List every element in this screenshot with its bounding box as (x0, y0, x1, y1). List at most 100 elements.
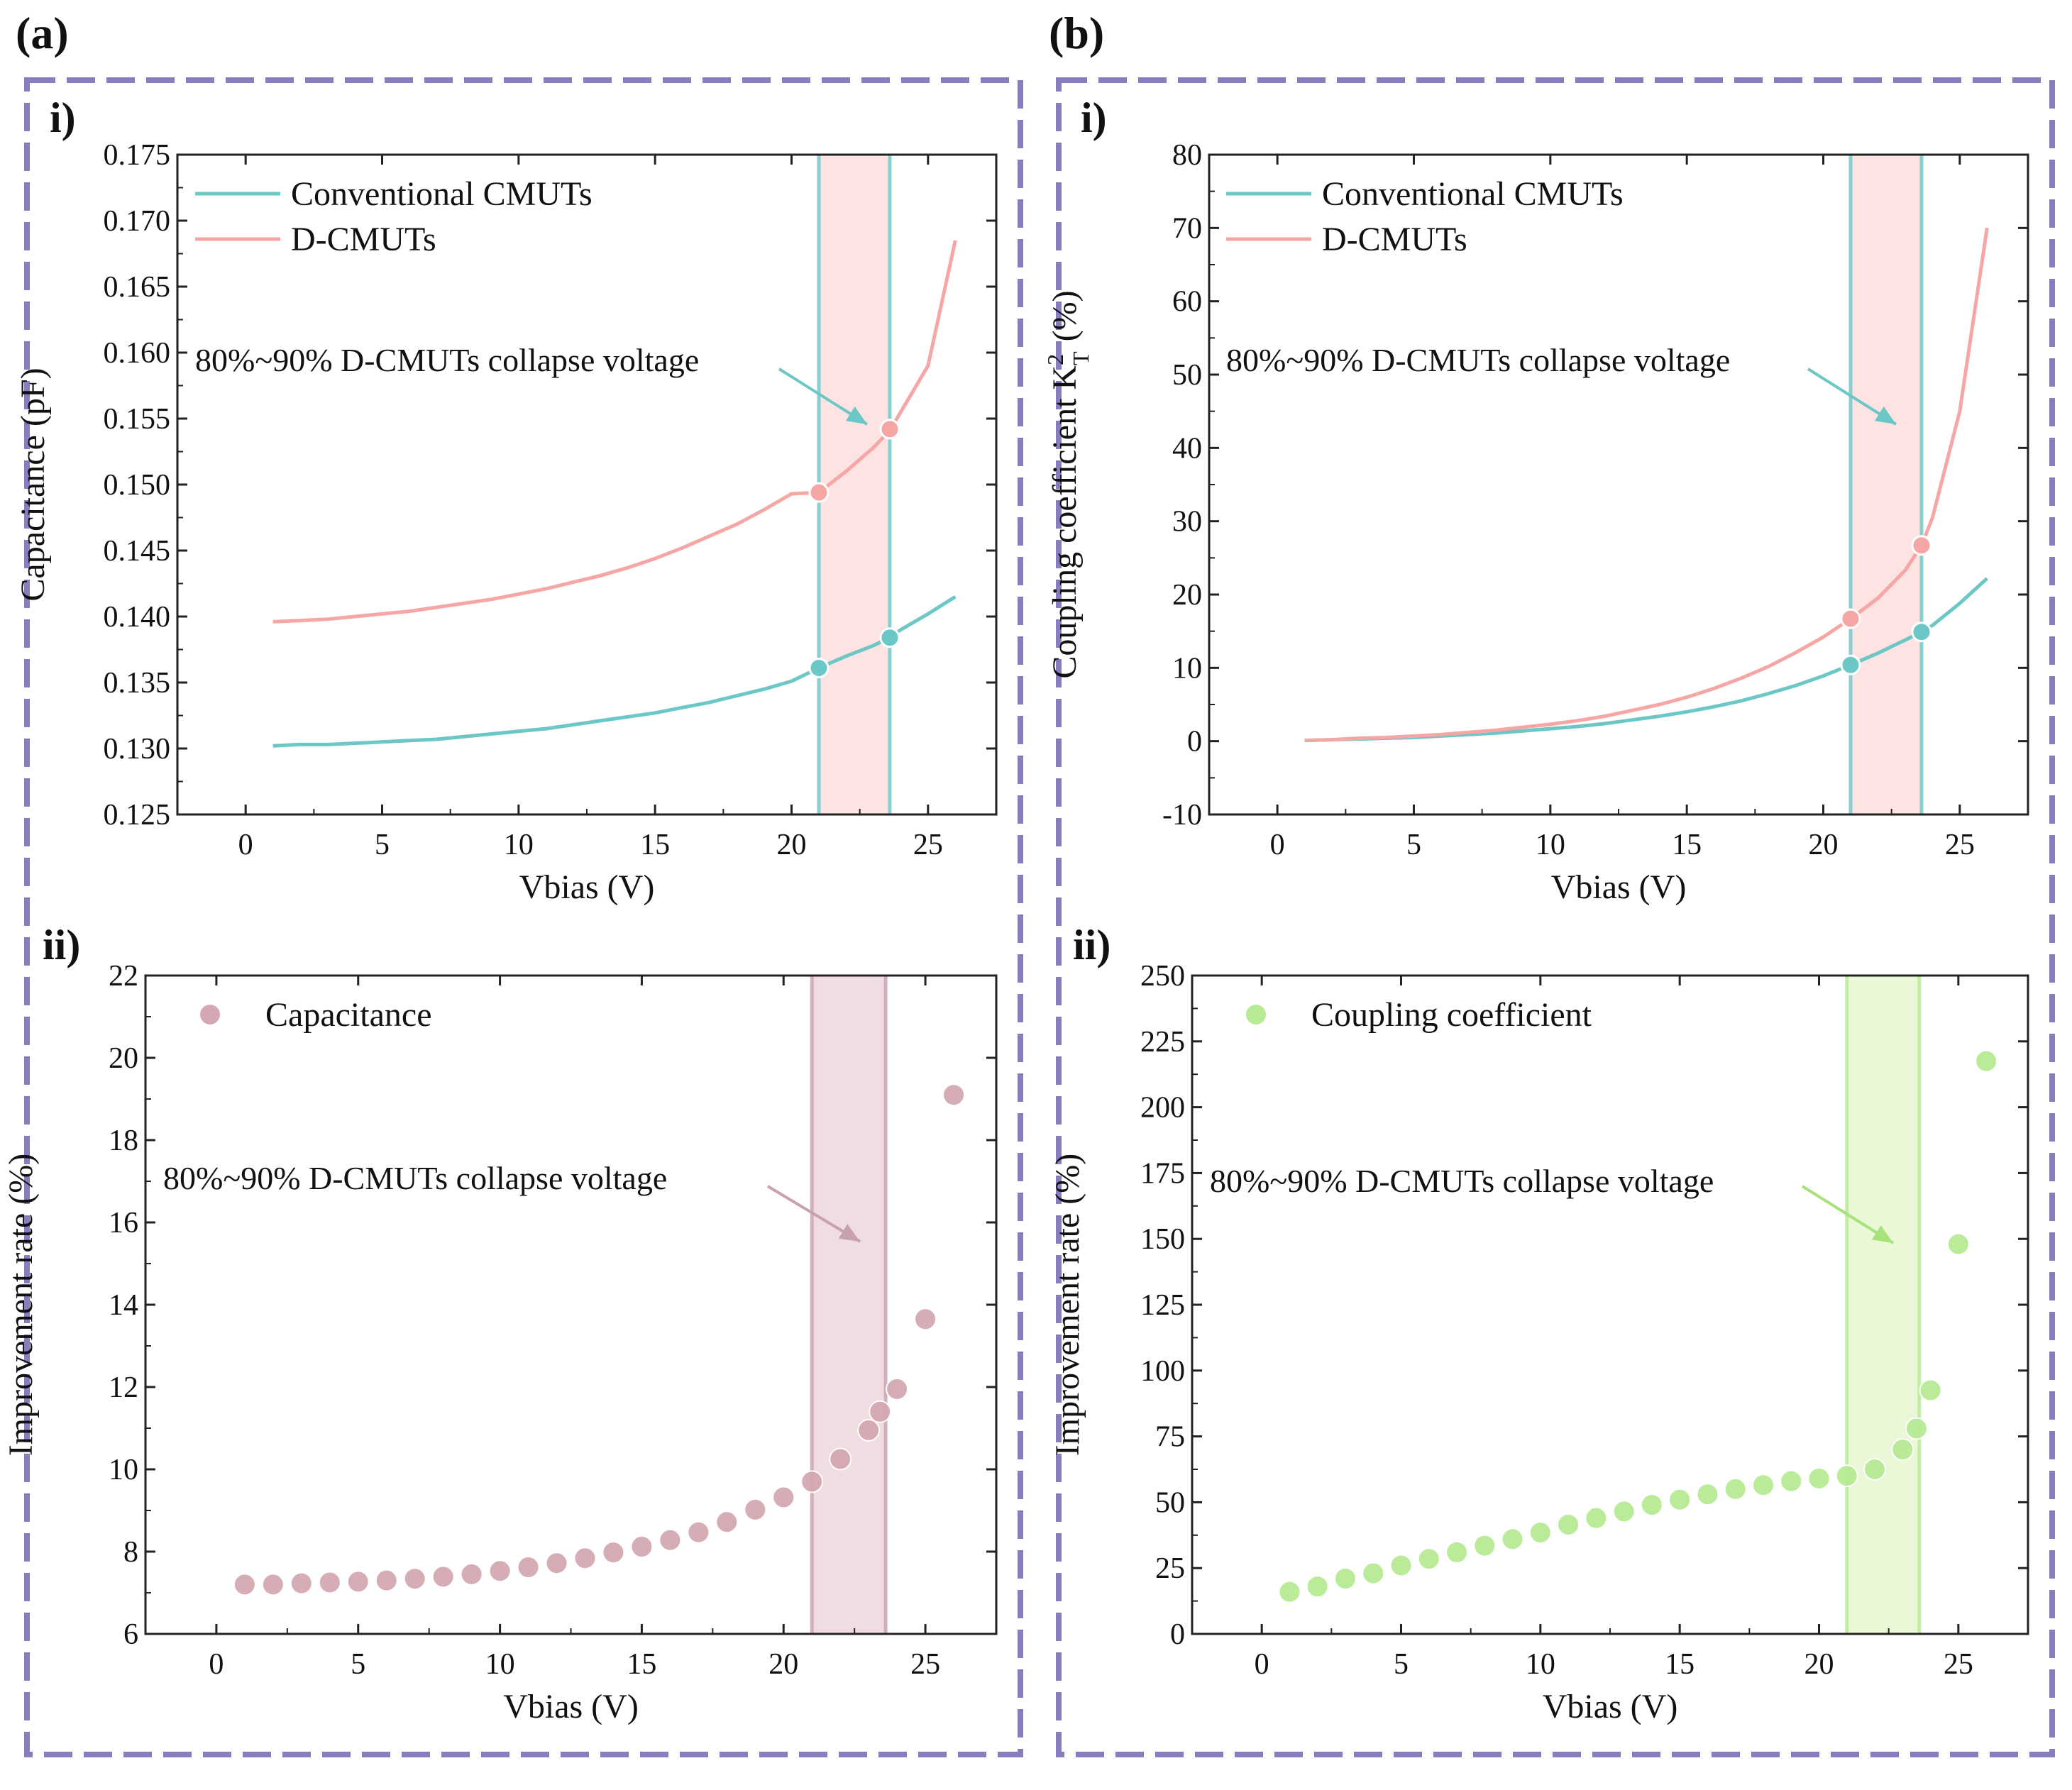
y-tick-label: 18 (109, 1125, 138, 1157)
panel-b-label: (b) (1049, 8, 1104, 58)
x-tick-label: 20 (1809, 829, 1839, 861)
scatter-point (1724, 1477, 1747, 1501)
x-tick-label: 20 (768, 1648, 798, 1681)
y-tick-label: 0.130 (104, 733, 171, 766)
marker-point (879, 419, 900, 440)
y-tick-label: 50 (1155, 1486, 1185, 1519)
chart-coupling-improvement: 0 5 10 15 20 250255075100125150175200225250Vb… (1049, 960, 2029, 1725)
y-tick-label: 30 (1172, 506, 1202, 538)
collapse-voltage-band (1850, 155, 1922, 814)
x-tick-label: 25 (913, 829, 943, 861)
y-tick-label: 0.125 (104, 799, 171, 832)
y-axis-title-sup: 2 (1042, 354, 1068, 365)
y-tick-label: 100 (1140, 1355, 1185, 1388)
legend-swatch (1245, 1003, 1267, 1026)
scatter-point (1975, 1049, 1998, 1073)
scatter-point (545, 1552, 568, 1575)
y-tick-label: 80 (1172, 139, 1202, 172)
x-axis-title: Vbias (V) (1551, 868, 1687, 906)
x-axis-title: Vbias (V) (503, 1688, 639, 1725)
scatter-point (573, 1547, 597, 1570)
scatter-point (488, 1559, 512, 1583)
x-tick-label: 10 (485, 1648, 515, 1681)
collapse-voltage-annotation: 80%~90% D-CMUTs collapse voltage (195, 342, 699, 378)
series-line-0 (272, 595, 957, 748)
x-tick-label: 0 (1255, 1648, 1269, 1681)
y-tick-label: 14 (109, 1289, 138, 1322)
collapse-voltage-annotation: 80%~90% D-CMUTs collapse voltage (1210, 1163, 1714, 1199)
legend-label: Capacitance (265, 996, 432, 1034)
scatter-point (1640, 1493, 1663, 1517)
scatter-point (1807, 1466, 1831, 1490)
scatter-point (829, 1447, 852, 1471)
x-tick-label: 15 (1665, 1648, 1694, 1681)
legend-label: Conventional CMUTs (291, 175, 593, 213)
scatter-point (460, 1562, 483, 1586)
scatter-point (942, 1083, 966, 1107)
scatter-point (630, 1535, 654, 1559)
annotation-arrowhead (1874, 406, 1896, 424)
y-tick-label: 0.140 (104, 601, 171, 634)
annotation-arrowhead (845, 406, 867, 424)
y-tick-label: 0.155 (104, 403, 171, 436)
y-tick-label: 0.135 (104, 667, 171, 700)
y-tick-label: 0.150 (104, 469, 171, 502)
y-tick-label: 0.145 (104, 535, 171, 568)
scatter-point (1696, 1483, 1719, 1506)
scatter-point (687, 1520, 710, 1544)
annotation-arrowhead (1871, 1225, 1893, 1243)
scatter-point (375, 1569, 398, 1592)
y-tick-label: 125 (1140, 1289, 1185, 1322)
x-tick-label: 10 (1536, 829, 1565, 861)
collapse-voltage-annotation: 80%~90% D-CMUTs collapse voltage (1226, 342, 1730, 378)
series-line-1 (272, 240, 957, 624)
x-tick-label: 15 (627, 1648, 656, 1681)
y-tick-label: 8 (123, 1536, 138, 1569)
scatter-point (857, 1418, 881, 1442)
y-tick-label: 150 (1140, 1223, 1185, 1256)
y-tick-label: 16 (109, 1207, 138, 1239)
y-tick-label: 70 (1172, 212, 1202, 245)
scatter-point (800, 1470, 824, 1493)
series-line-1 (1304, 227, 1989, 743)
x-tick-label: 5 (1406, 829, 1421, 861)
scatter-point (1668, 1488, 1692, 1511)
y-tick-label: 175 (1140, 1157, 1185, 1190)
marker-point (879, 627, 900, 648)
y-tick-label: 0 (1187, 726, 1202, 758)
x-tick-label: 25 (1944, 1648, 1973, 1681)
y-tick-label: 75 (1155, 1421, 1185, 1454)
y-tick-label: 40 (1172, 432, 1202, 465)
scatter-point (1919, 1379, 1942, 1402)
legend-label: Conventional CMUTs (1322, 175, 1624, 213)
legend-label: Coupling coefficient (1311, 996, 1592, 1034)
scatter-point (233, 1573, 256, 1596)
y-tick-label: 60 (1172, 286, 1202, 319)
y-tick-label: 20 (1172, 579, 1202, 612)
chart-capacitance-vs-vbias: 0 5 10 15 20 25 0.125 0.130 0.135 0.140 0.145 0.150… (14, 139, 998, 906)
y-axis-title: Coupling coefficient K2T(%) (1042, 290, 1093, 678)
collapse-voltage-annotation: 80%~90% D-CMUTs collapse voltage (163, 1160, 667, 1196)
panel-b-sub-i-label: i) (1081, 94, 1107, 141)
x-tick-label: 20 (1804, 1648, 1834, 1681)
scatter-point (1557, 1513, 1580, 1536)
x-tick-label: 15 (640, 829, 670, 861)
y-tick-label: 0 (1170, 1618, 1185, 1651)
scatter-point (1417, 1547, 1440, 1571)
scatter-point (1306, 1575, 1329, 1598)
y-axis-title: Improvement rate (%) (1049, 1154, 1086, 1456)
scatter-point (1389, 1554, 1413, 1577)
scatter-point (914, 1308, 937, 1331)
scatter-point (290, 1571, 313, 1595)
collapse-voltage-band (812, 976, 886, 1634)
marker-point (1911, 621, 1932, 643)
scatter-point (1835, 1464, 1858, 1488)
y-tick-label: 250 (1140, 960, 1185, 993)
scatter-point (1891, 1438, 1914, 1462)
x-tick-label: 5 (351, 1648, 365, 1681)
scatter-point (1333, 1567, 1357, 1591)
x-tick-label: 10 (1526, 1648, 1555, 1681)
x-tick-label: 20 (777, 829, 807, 861)
panel-a-sub-i-label: i) (50, 94, 76, 141)
legend-label: D-CMUTs (291, 221, 436, 258)
